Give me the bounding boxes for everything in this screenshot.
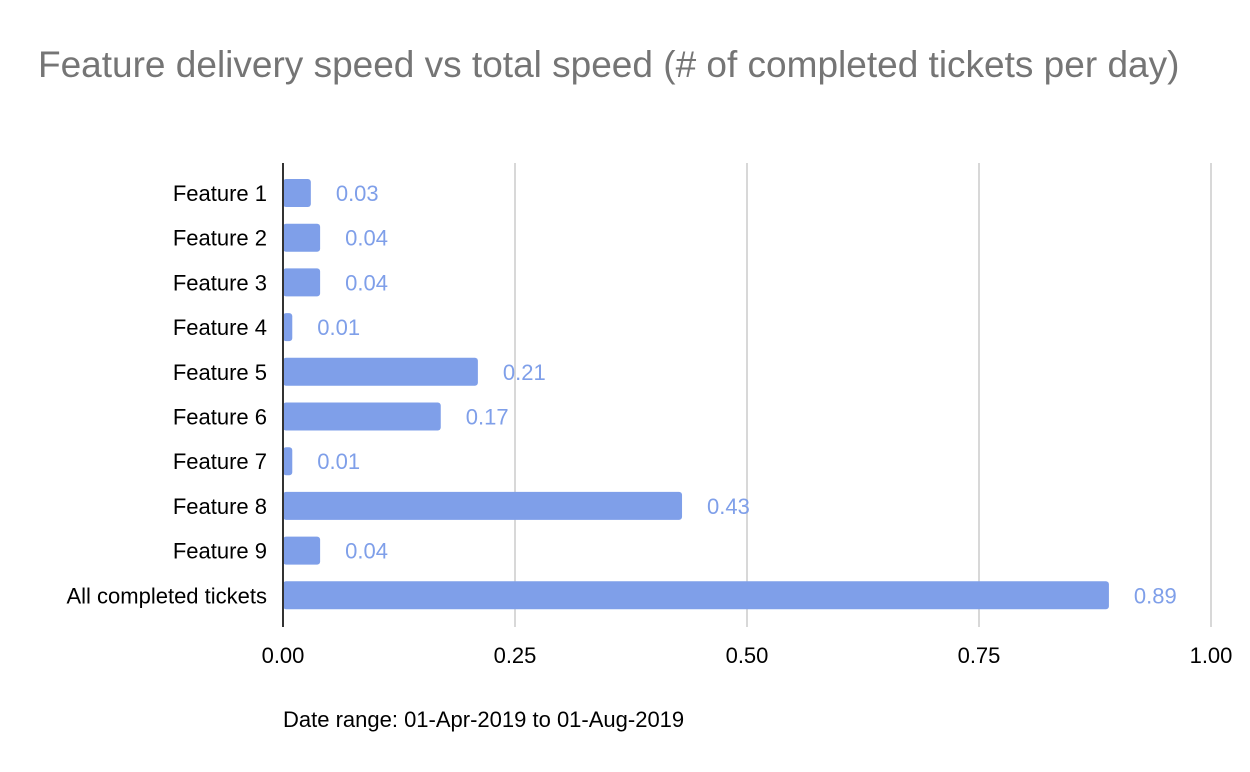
x-tick-label: 0.25 <box>494 643 537 668</box>
bar <box>283 223 321 252</box>
x-tick-label: 0.75 <box>958 643 1001 668</box>
category-label: All completed tickets <box>66 583 267 608</box>
data-label: 0.04 <box>345 539 388 564</box>
x-tick-label: 0.50 <box>726 643 769 668</box>
category-label: Feature 5 <box>173 360 267 385</box>
x-tick-label: 0.00 <box>262 643 305 668</box>
chart-title: Feature delivery speed vs total speed (#… <box>38 44 1180 85</box>
data-label: 0.89 <box>1134 583 1177 608</box>
data-label: 0.21 <box>503 360 546 385</box>
date-range-note: Date range: 01-Apr-2019 to 01-Aug-2019 <box>283 707 685 732</box>
bar <box>283 491 683 520</box>
bar <box>283 313 293 342</box>
category-label: Feature 7 <box>173 449 267 474</box>
category-label: Feature 1 <box>173 181 267 206</box>
category-label: Feature 4 <box>173 315 267 340</box>
category-label: Feature 3 <box>173 270 267 295</box>
bar <box>283 402 441 431</box>
category-label: Feature 6 <box>173 405 267 430</box>
category-label: Feature 8 <box>173 494 267 519</box>
bar <box>283 536 321 565</box>
bar <box>283 179 311 207</box>
bar <box>283 447 293 476</box>
data-label: 0.04 <box>345 226 388 251</box>
data-label: 0.04 <box>345 270 388 295</box>
bar <box>283 268 321 297</box>
data-label: 0.17 <box>466 405 509 430</box>
bar <box>283 357 478 386</box>
bar <box>283 581 1109 610</box>
data-label: 0.01 <box>317 315 360 340</box>
data-label: 0.43 <box>707 494 750 519</box>
data-label: 0.03 <box>336 181 379 206</box>
x-tick-label: 1.00 <box>1190 643 1233 668</box>
category-label: Feature 9 <box>173 539 267 564</box>
data-label: 0.01 <box>317 449 360 474</box>
category-label: Feature 2 <box>173 226 267 251</box>
